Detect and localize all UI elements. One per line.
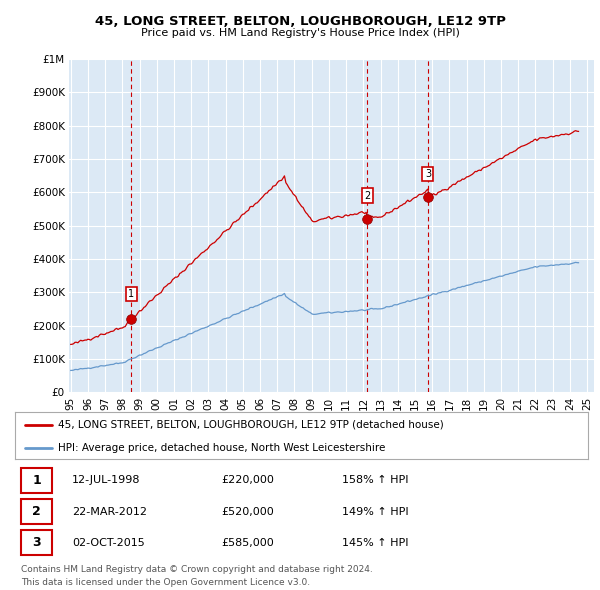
Text: £220,000: £220,000 bbox=[221, 476, 274, 485]
Text: £520,000: £520,000 bbox=[221, 507, 274, 516]
Text: 149% ↑ HPI: 149% ↑ HPI bbox=[341, 507, 408, 516]
Text: 22-MAR-2012: 22-MAR-2012 bbox=[73, 507, 148, 516]
Text: 45, LONG STREET, BELTON, LOUGHBOROUGH, LE12 9TP: 45, LONG STREET, BELTON, LOUGHBOROUGH, L… bbox=[95, 15, 505, 28]
Text: Price paid vs. HM Land Registry's House Price Index (HPI): Price paid vs. HM Land Registry's House … bbox=[140, 28, 460, 38]
Text: 1: 1 bbox=[128, 289, 134, 299]
Text: This data is licensed under the Open Government Licence v3.0.: This data is licensed under the Open Gov… bbox=[21, 578, 310, 586]
Text: 158% ↑ HPI: 158% ↑ HPI bbox=[341, 476, 408, 485]
Text: 145% ↑ HPI: 145% ↑ HPI bbox=[341, 538, 408, 548]
Text: 02-OCT-2015: 02-OCT-2015 bbox=[73, 538, 145, 548]
Text: 3: 3 bbox=[32, 536, 41, 549]
Text: 45, LONG STREET, BELTON, LOUGHBOROUGH, LE12 9TP (detached house): 45, LONG STREET, BELTON, LOUGHBOROUGH, L… bbox=[58, 419, 444, 430]
Text: £585,000: £585,000 bbox=[221, 538, 274, 548]
Text: Contains HM Land Registry data © Crown copyright and database right 2024.: Contains HM Land Registry data © Crown c… bbox=[21, 565, 373, 573]
Text: 2: 2 bbox=[32, 505, 41, 518]
Text: HPI: Average price, detached house, North West Leicestershire: HPI: Average price, detached house, Nort… bbox=[58, 443, 385, 453]
FancyBboxPatch shape bbox=[21, 468, 52, 493]
FancyBboxPatch shape bbox=[21, 530, 52, 555]
Text: 2: 2 bbox=[364, 191, 370, 201]
Text: 3: 3 bbox=[425, 169, 431, 179]
Text: 1: 1 bbox=[32, 474, 41, 487]
Text: 12-JUL-1998: 12-JUL-1998 bbox=[73, 476, 141, 485]
FancyBboxPatch shape bbox=[21, 499, 52, 524]
